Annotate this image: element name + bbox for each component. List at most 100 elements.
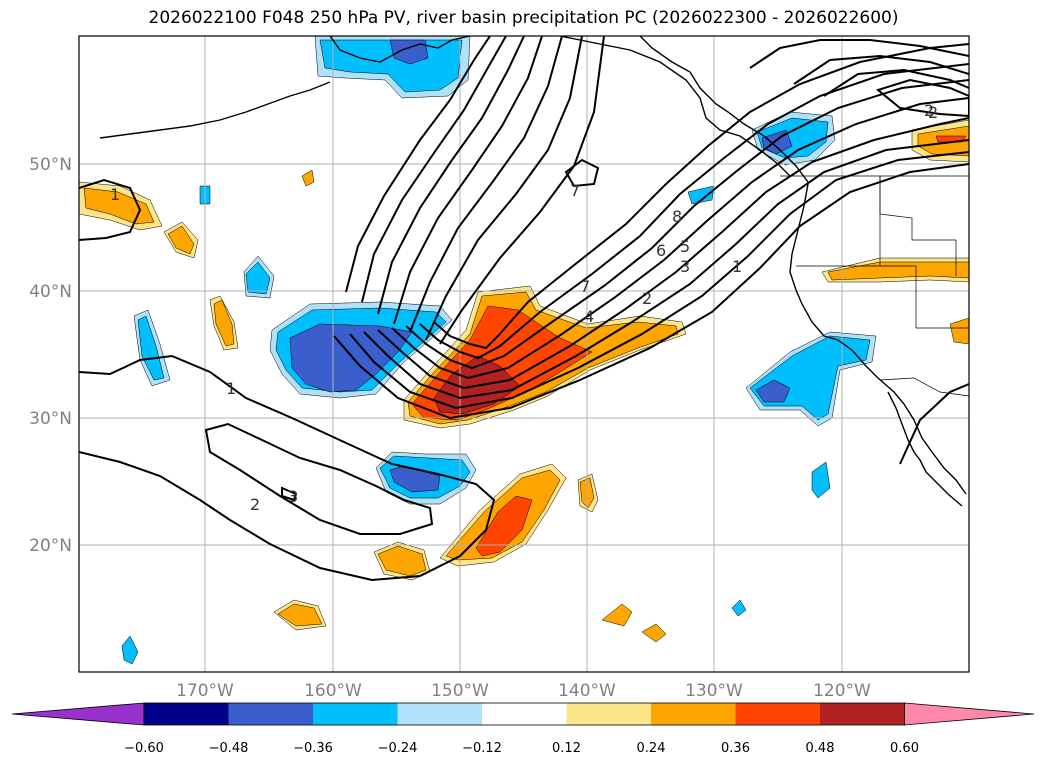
shade-rock-orange3 <box>949 317 969 345</box>
coast-baja <box>887 391 963 507</box>
shade-hawaii-pos3 <box>475 495 533 557</box>
colorbar-seg-pos048 <box>820 703 905 725</box>
shade-cal-neg4 <box>811 461 831 499</box>
shade-w-orange2 <box>83 187 155 225</box>
contour-jet-6 <box>405 79 969 370</box>
lat-labels: 50°N 40°N 30°N 20°N <box>29 155 72 556</box>
colorbar-tick: 0.36 <box>721 741 750 756</box>
colorbar-outline <box>143 702 905 726</box>
lon-label: 120°W <box>813 681 871 701</box>
contour-label: 3 <box>680 257 690 276</box>
shade-small-blue-a <box>687 185 715 205</box>
colorbar-left-arrow <box>11 702 145 726</box>
lat-label: 30°N <box>29 409 72 429</box>
map-frame <box>78 35 970 673</box>
contour-ne-2 <box>875 78 969 118</box>
precipitation-shading <box>79 36 969 665</box>
contour-label: 4 <box>584 307 594 326</box>
contour-jet-3 <box>363 139 969 400</box>
colorbar-seg-neg024 <box>397 703 482 725</box>
shade-s-blue2 <box>121 635 139 665</box>
contour-pv-d <box>393 36 543 325</box>
contour-label: 6 <box>656 241 666 260</box>
contour-label: 2 <box>928 103 938 122</box>
colorbar-tick: 0.60 <box>890 741 919 756</box>
contour-label: 1 <box>226 379 236 398</box>
lon-label: 140°W <box>558 681 616 701</box>
contour-jet-5 <box>391 97 969 380</box>
colorbar-tick: 0.48 <box>806 741 835 756</box>
contour-ne-a <box>749 39 969 69</box>
contour-1-south <box>79 354 496 582</box>
contour-jet-8 <box>433 43 969 350</box>
colorbar-seg-neg060 <box>144 703 229 725</box>
contour-label-group: 1 1 2 3 2 3 4 7 6 5 8 7 2 1 2 <box>110 101 938 514</box>
pv-contours <box>79 36 969 582</box>
map-title: 2026022100 F048 250 hPa PV, river basin … <box>148 8 899 28</box>
colorbar-tick: −0.24 <box>378 741 418 756</box>
contour-label: 2 <box>250 495 260 514</box>
borders <box>780 175 969 397</box>
lon-label: 160°W <box>304 681 362 701</box>
contour-1-west <box>79 178 142 241</box>
shade-blue-w1b <box>245 261 271 295</box>
shade-blue-w2b <box>137 315 165 381</box>
contour-3-hawaii <box>281 486 298 502</box>
colorbar-seg-neg036 <box>313 703 398 725</box>
border-states-2 <box>796 265 969 329</box>
coastlines <box>99 36 967 507</box>
colorbar-seg-pos024 <box>651 703 736 725</box>
contour-jet-7 <box>419 63 969 360</box>
colorbar: −0.60 −0.48 −0.36 −0.24 −0.12 0.12 0.24 … <box>11 702 1035 756</box>
colorbar-tick: −0.12 <box>462 741 502 756</box>
contour-label: 7 <box>580 277 590 296</box>
border-mexico <box>879 377 969 397</box>
contour-7-small <box>564 158 600 188</box>
shade-s-blue1 <box>731 599 747 617</box>
colorbar-seg-neg048 <box>228 703 313 725</box>
shade-small-orange-a <box>301 169 315 187</box>
colorbar-seg-zero <box>482 703 567 725</box>
coast-bc <box>639 36 809 183</box>
contour-jet-1 <box>333 163 969 420</box>
contour-jet-2 <box>349 151 969 410</box>
contour-label: 1 <box>732 257 742 276</box>
coast-us-west <box>789 183 967 495</box>
colorbar-tick: 0.12 <box>552 741 581 756</box>
shade-s-orange5 <box>641 623 667 643</box>
shade-cal-neg3 <box>755 379 791 403</box>
colorbar-seg-pos036 <box>735 703 820 725</box>
contour-pv-f <box>425 36 583 341</box>
contour-pv-e <box>409 36 563 333</box>
colorbar-tick: −0.48 <box>209 741 249 756</box>
contour-pv-g <box>439 36 605 345</box>
contour-pv-b <box>361 36 507 303</box>
lon-label: 170°W <box>176 681 234 701</box>
contour-ne-c <box>823 68 969 97</box>
coast-alaska <box>329 36 471 63</box>
contour-pv-a <box>345 36 491 293</box>
contour-jet-4 <box>377 117 969 390</box>
lat-label: 40°N <box>29 282 72 302</box>
shade-s-orange3b <box>277 603 323 627</box>
contour-pv-c <box>377 36 525 315</box>
colorbar-tick: −0.36 <box>293 741 333 756</box>
contour-2-hawaii <box>204 422 434 535</box>
contour-label: 2 <box>642 289 652 308</box>
contour-label: 1 <box>110 185 120 204</box>
contour-label: 3 <box>288 487 298 506</box>
shade-neg-main3 <box>289 323 413 393</box>
contour-sw-low <box>899 383 969 465</box>
coast-aleutians <box>99 81 331 139</box>
lon-label: 150°W <box>431 681 489 701</box>
shade-bc-neg3 <box>761 129 793 155</box>
colorbar-tick: −0.60 <box>124 741 164 756</box>
colorbar-right-arrow <box>904 702 1035 726</box>
lat-label: 20°N <box>29 536 72 556</box>
shade-rock-orange2 <box>827 261 969 281</box>
coast-se-alaska <box>559 36 791 177</box>
contour-label: 7 <box>570 181 580 200</box>
shade-orange-w3b <box>213 299 235 347</box>
shade-s-orange4 <box>601 603 633 627</box>
